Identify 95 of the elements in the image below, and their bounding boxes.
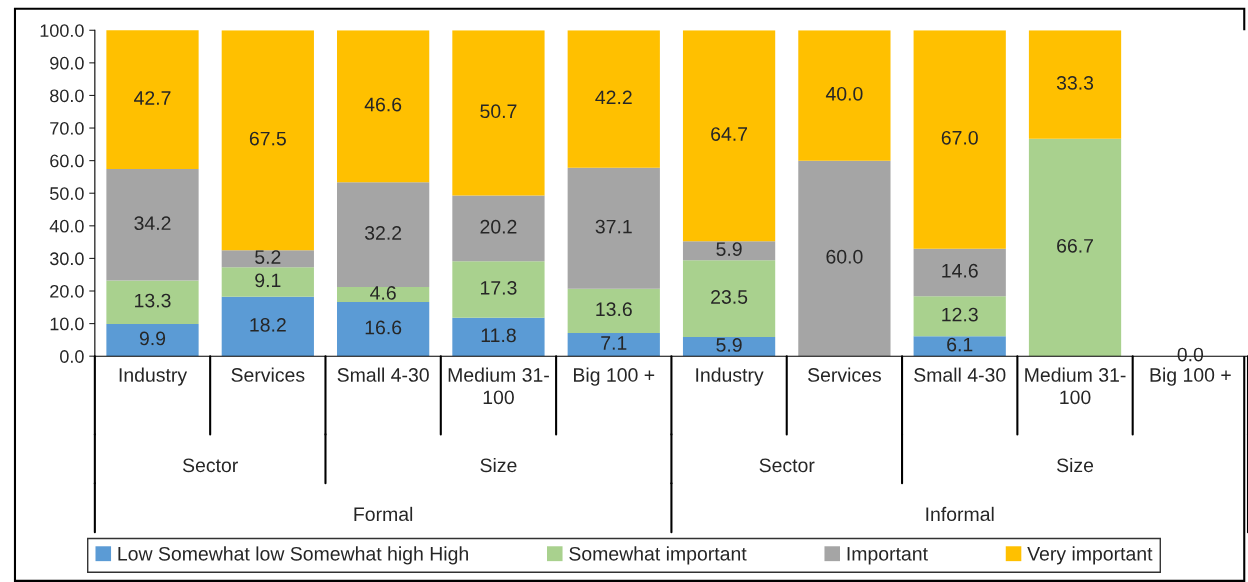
bar <box>337 30 430 183</box>
data-label: 17.3 <box>481 280 517 295</box>
data-label: 37.1 <box>595 219 632 234</box>
data-label: 14.6 <box>942 263 978 278</box>
bar <box>682 260 776 337</box>
data-label: 13.6 <box>596 302 632 317</box>
bar <box>798 160 891 357</box>
legend-label: Important <box>847 547 928 565</box>
data-label: 16.6 <box>365 320 402 335</box>
data-label: 66.7 <box>1057 238 1093 253</box>
bar <box>913 30 1006 249</box>
data-label: 23.5 <box>711 290 748 304</box>
legend-label: Very important <box>1027 546 1153 565</box>
data-label: 42.2 <box>595 90 632 105</box>
data-label: 12.3 <box>942 307 978 322</box>
data-label: 9.1 <box>255 273 281 288</box>
bar <box>221 296 314 357</box>
bar <box>452 261 545 318</box>
data-label: 40.0 <box>825 86 863 101</box>
x-tick-label: Medium 31-100 <box>448 367 549 405</box>
data-label: 5.9 <box>716 338 742 352</box>
y-tick-label: 70.0 <box>50 121 84 135</box>
data-label: 4.6 <box>370 286 396 300</box>
bar <box>1028 30 1122 139</box>
data-label: 67.0 <box>941 130 978 145</box>
bar <box>106 30 199 170</box>
data-label: 50.7 <box>480 104 517 119</box>
bar <box>337 182 430 288</box>
y-tick-label: 50.0 <box>50 187 84 200</box>
text: Sector <box>182 458 238 473</box>
bar <box>567 167 660 289</box>
data-label: 11.8 <box>481 328 516 343</box>
bar <box>913 296 1006 337</box>
data-label: 5.9 <box>716 242 742 256</box>
text: Size <box>1057 457 1094 473</box>
text: Sector <box>759 458 815 473</box>
y-tick-label: 60.0 <box>50 154 84 168</box>
bar <box>913 336 1006 357</box>
data-label: 46.6 <box>364 97 402 112</box>
bar <box>452 317 545 357</box>
bar <box>221 250 314 268</box>
bar <box>106 280 199 324</box>
bar <box>567 288 660 334</box>
bar <box>106 169 199 281</box>
text: Formal <box>354 506 413 522</box>
y-tick-label: 40.0 <box>49 219 84 233</box>
bar <box>682 241 776 261</box>
bar <box>913 248 1006 297</box>
bar <box>452 30 545 196</box>
x-tick-label: Big 100 + <box>1150 367 1231 386</box>
x-tick-label: Small 4-30 <box>337 367 429 382</box>
data-label: 34.2 <box>134 216 171 231</box>
bar <box>221 267 314 297</box>
bar <box>221 30 314 251</box>
data-label: 60.0 <box>826 249 863 264</box>
bar <box>682 336 776 357</box>
y-tick-label: 20.0 <box>50 284 84 298</box>
bar <box>567 30 660 168</box>
bar <box>682 30 776 242</box>
data-label: 18.2 <box>250 317 286 332</box>
data-label: 42.7 <box>134 91 171 105</box>
data-label: 9.9 <box>139 331 166 346</box>
bar <box>337 302 430 357</box>
x-tick-label: Services <box>808 367 881 382</box>
y-tick-label: 90.0 <box>50 56 84 70</box>
x-tick-label: Services <box>231 367 305 382</box>
bar <box>337 287 430 303</box>
x-tick-label: Industry <box>696 367 764 386</box>
x-tick-label: Small 4-30 <box>914 367 1006 382</box>
data-label: 7.1 <box>601 336 627 350</box>
text: Informal <box>926 506 994 522</box>
bar <box>452 195 545 262</box>
x-tick-label: Industry <box>119 367 188 386</box>
bar <box>567 333 660 357</box>
data-label: 33.3 <box>1056 75 1094 90</box>
data-label: 64.7 <box>711 127 748 141</box>
bar <box>798 30 891 161</box>
data-label: 32.2 <box>364 226 402 240</box>
data-label: 20.2 <box>480 219 517 234</box>
y-tick-label: 30.0 <box>49 252 84 266</box>
x-tick-label: Medium 31-100 <box>1025 367 1126 405</box>
bar <box>1028 138 1122 357</box>
legend-label: Somewhat important <box>569 546 747 565</box>
data-label: 67.5 <box>249 131 286 146</box>
text: Size <box>480 457 517 473</box>
y-tick-label: 100.0 <box>40 24 84 37</box>
data-label: 6.1 <box>947 337 973 352</box>
y-tick-label: 0.0 <box>60 350 84 363</box>
x-tick-label: Big 100 + <box>574 367 655 386</box>
data-label: 5.2 <box>255 250 281 264</box>
data-label: 13.3 <box>135 293 171 308</box>
bar <box>106 323 199 357</box>
y-tick-label: 80.0 <box>50 89 84 103</box>
legend-label: Low Somewhat low Somewhat high High <box>118 546 468 565</box>
y-tick-label: 10.0 <box>50 317 84 331</box>
